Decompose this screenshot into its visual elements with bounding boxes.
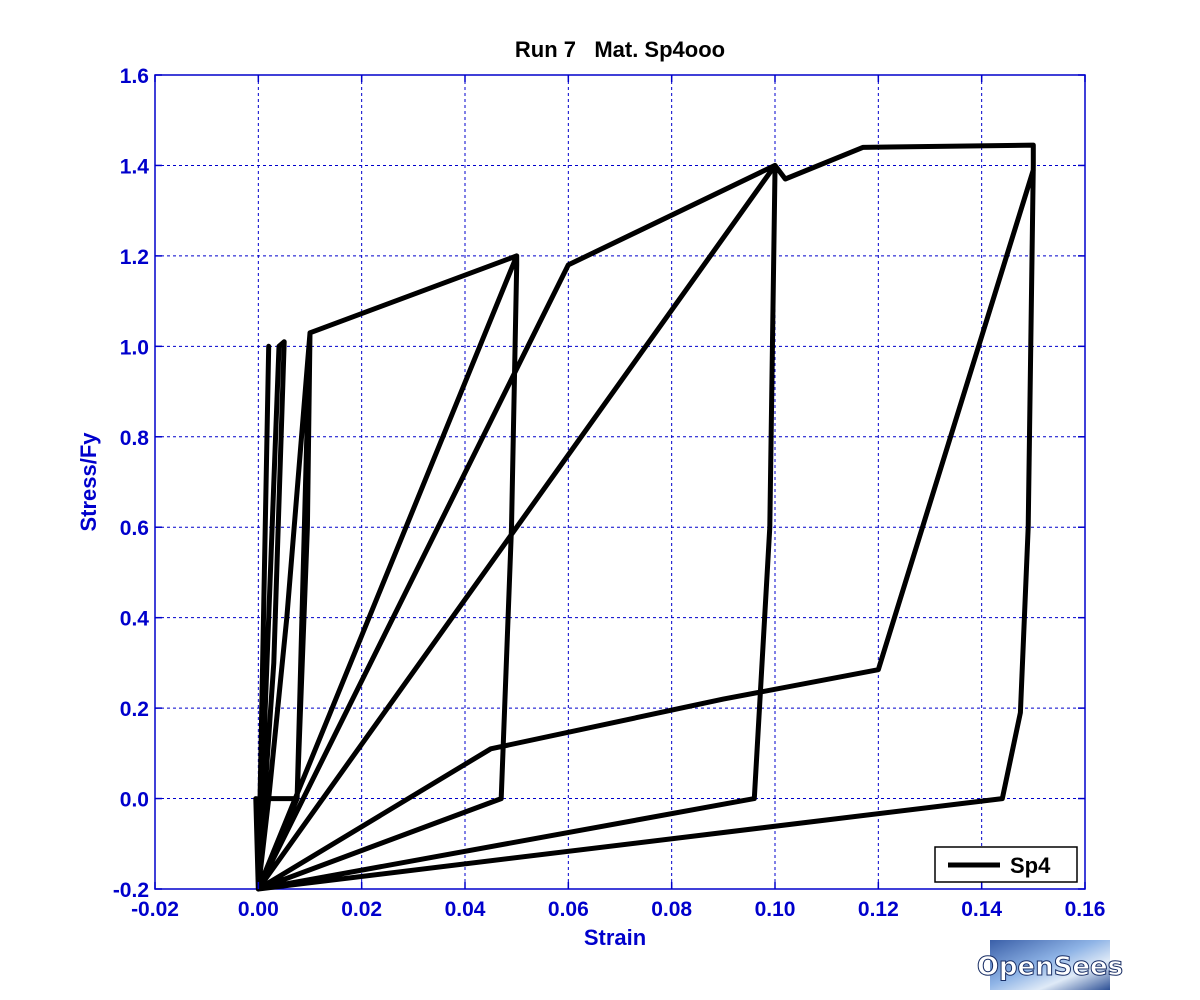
x-tick-label: -0.02	[131, 898, 179, 921]
series-line-sp4	[253, 142, 1036, 892]
y-tick-label: 1.0	[120, 336, 149, 359]
legend: Sp4	[934, 846, 1078, 883]
y-tick-label: 0.8	[120, 427, 150, 450]
x-tick-label: 0.06	[548, 898, 589, 921]
y-tick-label: 1.2	[120, 246, 149, 269]
x-axis-ticks: -0.02 0.00 0.02 0.04 0.06 0.08 0.10 0.12 0.14 0.1…	[131, 75, 1105, 921]
legend-label-sp4: Sp4	[1010, 853, 1051, 878]
x-tick-label: 0.04	[445, 898, 486, 921]
y-tick-label: 0.0	[120, 789, 149, 812]
y-tick-label: -0.2	[113, 879, 149, 902]
logo-text: OpenSees	[977, 952, 1123, 982]
y-tick-label: 1.6	[120, 65, 149, 88]
x-axis-label: Strain	[584, 925, 646, 950]
y-tick-label: 0.2	[120, 698, 149, 721]
series-layer	[253, 142, 1036, 892]
chart-title: Run 7 Mat. Sp4ooo	[515, 37, 725, 62]
x-tick-label: 0.00	[238, 898, 279, 921]
y-axis-ticks: -0.2 0.0 0.2 0.4 0.6 0.8 1.0 1.2 1.4 1.6	[113, 65, 1085, 902]
grid	[155, 75, 1085, 889]
plot-frame	[154, 74, 1086, 890]
x-tick-label: 0.12	[858, 898, 899, 921]
y-tick-label: 0.6	[120, 517, 149, 540]
y-axis-label: Stress/Fy	[76, 432, 101, 532]
y-tick-label: 1.4	[120, 155, 150, 178]
x-tick-label: 0.16	[1065, 898, 1106, 921]
y-tick-label: 0.4	[120, 608, 150, 631]
x-tick-label: 0.10	[755, 898, 796, 921]
x-tick-label: 0.08	[651, 898, 692, 921]
x-tick-label: 0.14	[961, 898, 1002, 921]
x-tick-label: 0.02	[341, 898, 382, 921]
opensees-logo: OpenSees	[976, 940, 1124, 990]
